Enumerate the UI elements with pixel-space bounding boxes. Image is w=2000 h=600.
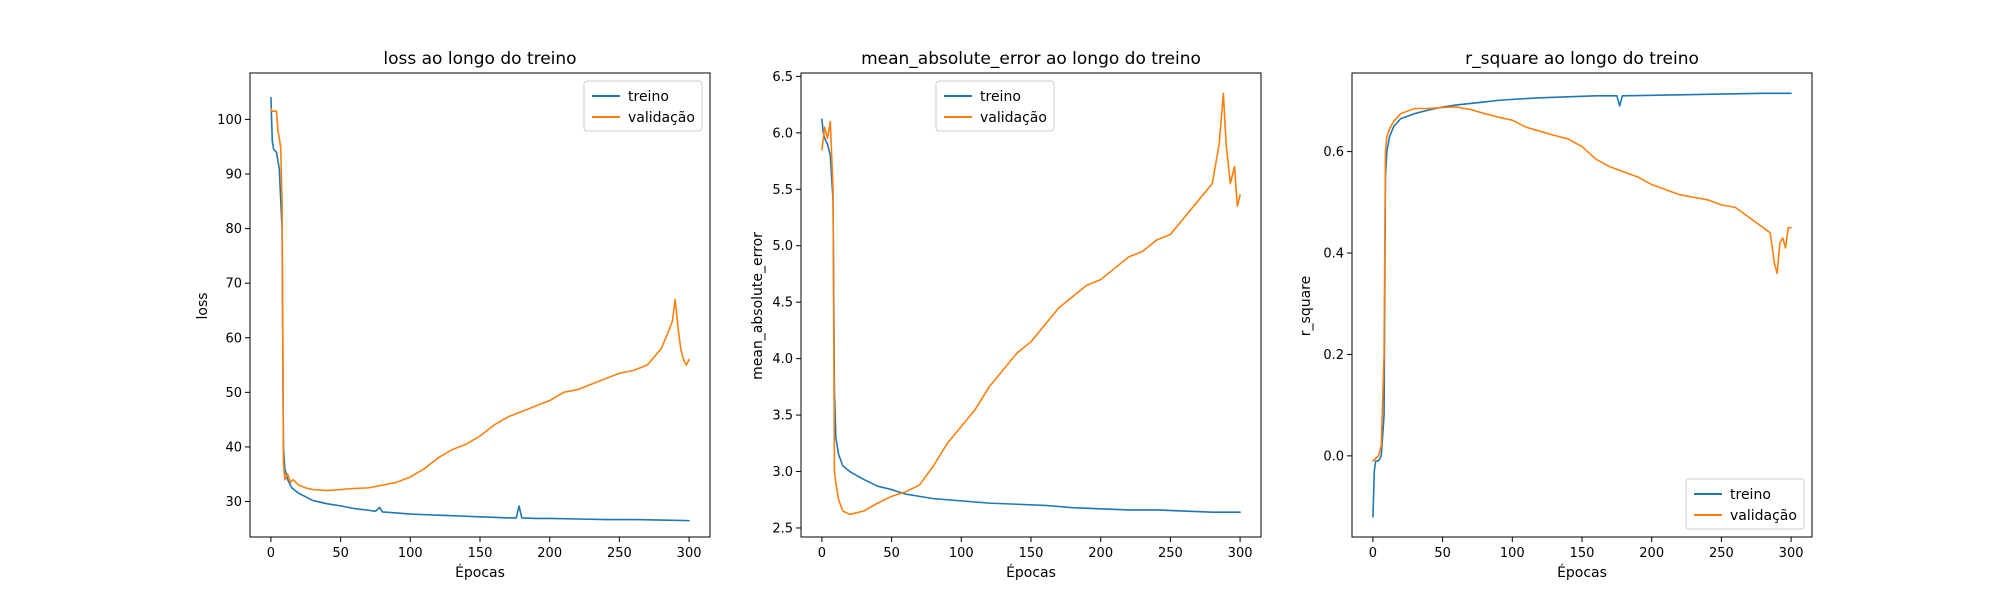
legend-box: [935, 80, 1055, 132]
legend-box: [583, 80, 703, 132]
legend-box: [1685, 478, 1805, 530]
y-tick-label: 2.5: [772, 521, 793, 536]
y-tick-label: 90: [225, 167, 242, 182]
x-tick-label: 0: [818, 546, 826, 561]
y-tick-label: 40: [225, 440, 242, 455]
legend-label: validação: [628, 110, 695, 126]
y-tick-label: 3.0: [772, 465, 793, 480]
y-tick-label: 3.5: [772, 409, 793, 424]
x-tick-label: 50: [1434, 546, 1451, 561]
x-tick-label: 100: [1500, 546, 1525, 561]
plot-area: 0 50 100 150 200 250 300 30 40 50 60 70 80 90 100 trein…: [217, 72, 711, 561]
x-tick-label: 250: [607, 546, 632, 561]
x-tick-label: 150: [1019, 546, 1044, 561]
y-tick-label: 0.2: [1323, 348, 1344, 363]
y-tick-label: 0.6: [1323, 145, 1344, 160]
x-axis-label: Épocas: [455, 564, 505, 581]
series-layer: [821, 92, 1241, 516]
x-tick-label: 150: [1570, 546, 1595, 561]
legend: treino validação: [1685, 478, 1805, 530]
legend: treino validação: [935, 80, 1055, 132]
y-axis-label: loss: [195, 292, 211, 319]
chart-title: mean_absolute_error ao longo do treino: [861, 49, 1201, 69]
y-tick-label: 30: [225, 495, 242, 510]
x-tick-label: 100: [949, 546, 974, 561]
x-tick-label: 250: [1158, 546, 1183, 561]
chart-panel-loss: loss ao longo do treino Épocas loss 0 50 1…: [195, 49, 711, 581]
series-line-validacao: [270, 107, 690, 492]
y-tick-label: 0.0: [1323, 449, 1344, 464]
x-tick-label: 250: [1709, 546, 1734, 561]
x-axis-label: Épocas: [1006, 564, 1056, 581]
y-tick-label: 4.0: [772, 352, 793, 367]
plot-area: 0 50 100 150 200 250 300 0.0 0.2 0.4 0.6 treino vali…: [1323, 72, 1813, 561]
chart-title: loss ao longo do treino: [383, 49, 576, 69]
x-tick-label: 300: [677, 546, 702, 561]
legend: treino validação: [583, 80, 703, 132]
y-tick-label: 50: [225, 386, 242, 401]
x-tick-label: 200: [1639, 546, 1664, 561]
x-tick-label: 50: [883, 546, 900, 561]
y-tick-label: 5.5: [772, 183, 793, 198]
series-line-validacao: [1372, 106, 1792, 462]
y-tick-label: 100: [217, 113, 242, 128]
legend-label: treino: [980, 89, 1021, 105]
x-tick-label: 50: [332, 546, 349, 561]
x-tick-label: 150: [468, 546, 493, 561]
x-tick-label: 200: [1088, 546, 1113, 561]
y-tick-label: 4.5: [772, 296, 793, 311]
y-tick-label: 6.5: [772, 70, 793, 85]
x-tick-label: 300: [1228, 546, 1253, 561]
legend-label: treino: [1730, 487, 1771, 503]
x-axis-label: Épocas: [1557, 564, 1607, 581]
y-axis-label: mean_absolute_error: [750, 232, 766, 380]
x-tick-label: 100: [398, 546, 423, 561]
x-tick-label: 300: [1779, 546, 1804, 561]
y-tick-label: 6.0: [772, 126, 793, 141]
y-tick-label: 5.0: [772, 239, 793, 254]
x-tick-label: 0: [267, 546, 275, 561]
y-tick-label: 0.4: [1323, 247, 1344, 262]
series-line-validacao: [821, 92, 1241, 516]
chart-panel-mean-absolute-error: mean_absolute_error ao longo do treino É…: [750, 49, 1262, 581]
legend-label: validação: [980, 110, 1047, 126]
y-tick-label: 80: [225, 222, 242, 237]
legend-label: validação: [1730, 508, 1797, 524]
series-layer: [270, 96, 690, 522]
chart-title: r_square ao longo do treino: [1465, 49, 1699, 69]
series-line-treino: [1372, 92, 1792, 518]
series-layer: [1372, 92, 1792, 518]
legend-label: treino: [628, 89, 669, 105]
y-axis-label: r_square: [1298, 276, 1314, 336]
x-tick-label: 200: [537, 546, 562, 561]
chart-panel-r-square: r_square ao longo do treino Épocas r_squ…: [1298, 49, 1813, 581]
x-tick-label: 0: [1369, 546, 1377, 561]
y-tick-label: 70: [225, 277, 242, 292]
y-tick-label: 60: [225, 331, 242, 346]
plot-area: 0 50 100 150 200 250 300 2.5 3.0 3.5 4.0 4.5 5.0 5.5 6…: [772, 70, 1262, 561]
